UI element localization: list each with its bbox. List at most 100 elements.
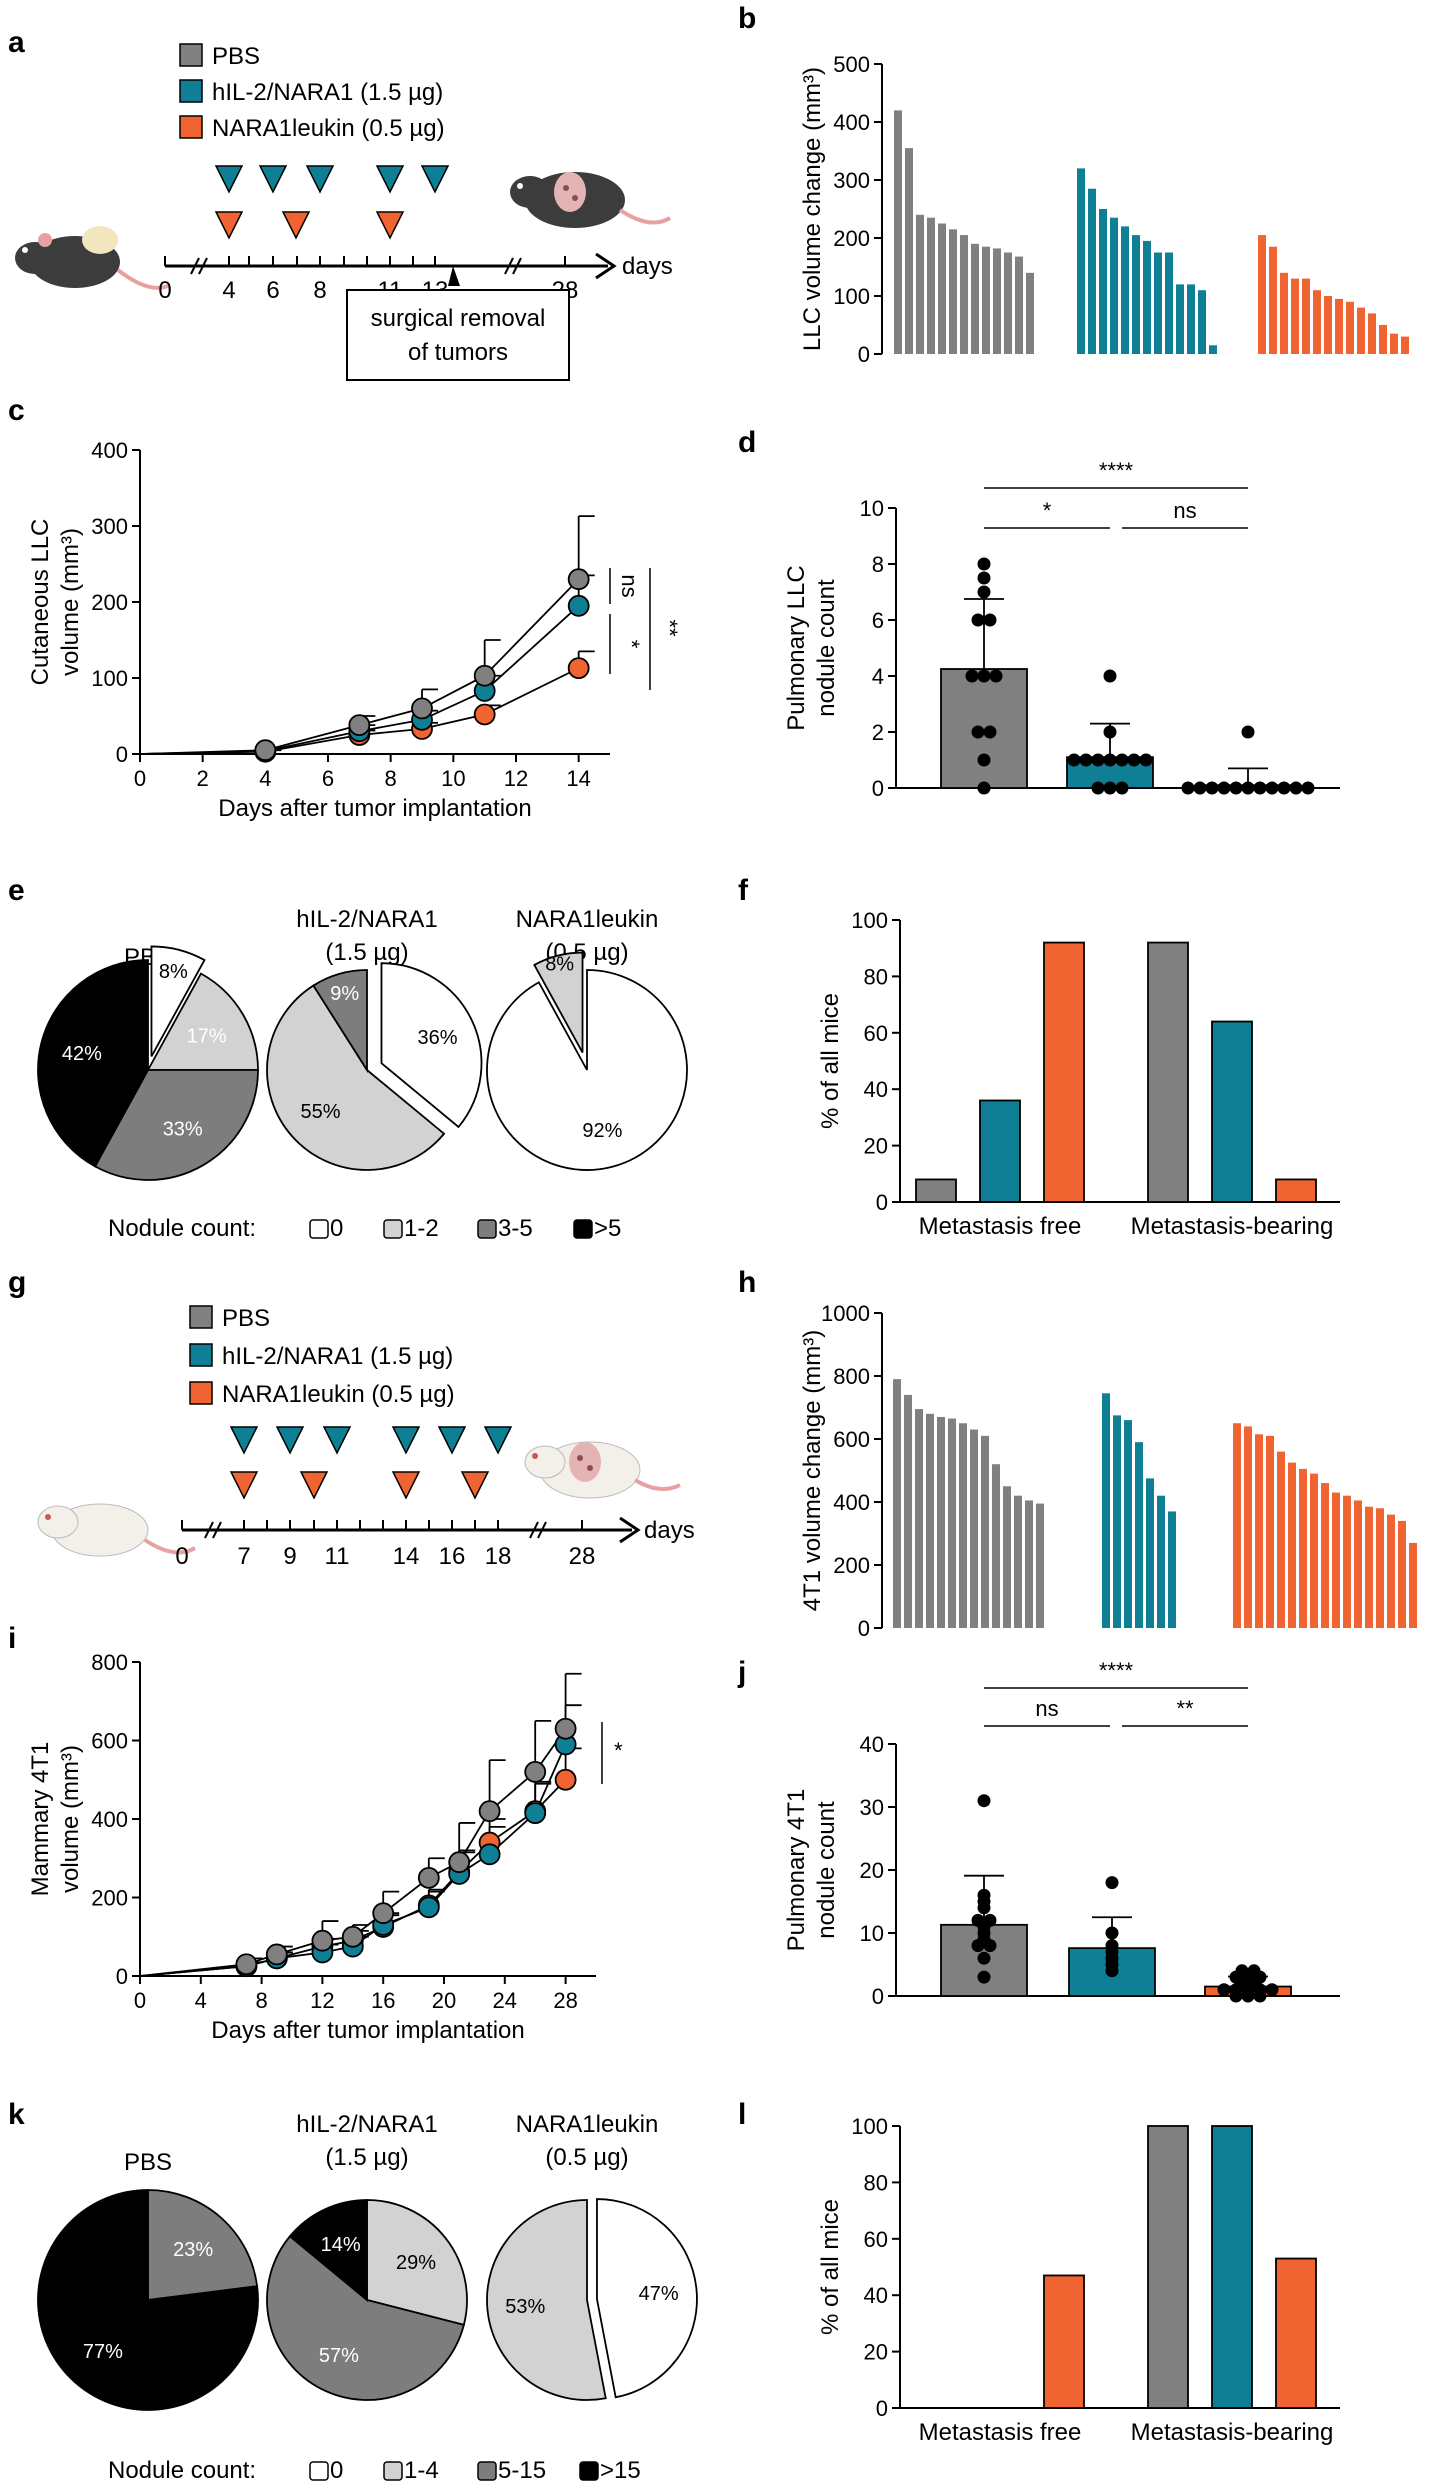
bar-pbs [938,223,946,354]
y-axis-title: Cutaneous LLC [27,519,54,686]
y-axis-title: Pulmonary 4T1 [783,1789,810,1952]
y-tick-label: 400 [91,438,128,463]
data-point [977,781,991,795]
y-tick-label: 80 [864,964,888,989]
timeline-tick: 28 [569,1543,596,1570]
white-mouse-icon [37,1503,197,1557]
data-point-hil-2-nara1 [417,1896,440,1919]
dose-markers [214,165,450,240]
nodule-legend-item: >5 [594,1215,621,1242]
x-tick-label: 28 [553,1988,577,2013]
data-point [1091,781,1105,795]
dose-markers [229,1426,513,1500]
bar-pbs [915,1409,923,1628]
data-point [1115,753,1129,767]
pie-title-hil2-dose: (1.5 µg) [325,2144,408,2171]
data-point-pbs [473,664,496,687]
pie-slice-1-4 [366,2199,468,2326]
legend-label-pbs: PBS [212,43,260,70]
pie-slice-label: 23% [173,2239,213,2261]
data-point [1127,753,1141,767]
bar-hil-2-nara1 [1165,252,1173,354]
surgery-marker-icon [448,266,460,286]
timeline-arrow-icon [595,252,617,280]
y-tick-label: 100 [91,666,128,691]
bar-nara1leukin [1401,336,1409,354]
pie-title-pbs: PBS [124,2149,172,2176]
data-point [1115,781,1129,795]
panel-label-d: d [738,426,756,459]
data-point-hil-2-nara1 [567,594,590,617]
bar-nara1leukin [1280,272,1288,354]
pie-slice-5-15 [147,2189,259,2302]
timeline-tick: 9 [283,1543,296,1570]
bar-pbs [971,243,979,354]
nodule-legend-item: >15 [600,2457,641,2484]
mouse-with-lungs-icon [510,172,672,228]
legend-swatch-nara [179,115,203,139]
data-point-pbs [448,1851,471,1874]
data-point [1235,1964,1249,1978]
panel-label-i: i [8,1622,16,1655]
data-point [1253,781,1267,795]
bar-hil-2-nara1 [1099,209,1107,354]
bar-pbs [893,1379,901,1628]
bar-nara1leukin [1258,235,1266,354]
y-tick-label: 400 [91,1807,128,1832]
bar-pbs [1026,272,1034,354]
panel-label-g: g [8,1266,26,1299]
y-tick-label: 40 [864,1077,888,1102]
data-point [971,725,985,739]
bar-nara1leukin [1387,1514,1395,1628]
x-tick-label: 2 [197,766,209,791]
bar-nara1leukin [1288,1462,1296,1628]
bar-nara1leukin [1275,2257,1317,2409]
y-tick-label: 400 [833,1490,870,1515]
bar-pbs [1147,941,1189,1203]
data-point [983,613,997,627]
nodule-legend-title: Nodule count: [108,2457,256,2484]
y-tick-label: 200 [91,1886,128,1911]
x-tick-label: 6 [322,766,334,791]
pie-slice-label: 29% [396,2252,436,2274]
data-point [977,1794,991,1808]
nodule-legend-item: 0 [330,2457,343,2484]
data-point [977,669,991,683]
pie-slice-label: 77% [83,2341,123,2363]
y-tick-label: 300 [833,168,870,193]
sig-label: ns [1173,498,1196,523]
y-tick-label: 200 [91,590,128,615]
bar-hil-2-nara1 [1102,1393,1110,1628]
y-tick-label: 0 [116,742,128,767]
bar-pbs [904,1394,912,1628]
panel-label-j: j [737,1656,746,1689]
bar-pbs [992,1464,1000,1628]
bar-nara1leukin [1244,1426,1252,1628]
data-point [1105,1939,1119,1953]
legend-label-nara: NARA1leukin (0.5 µg) [212,115,445,142]
white-mouse-with-lungs-icon [524,1441,681,1499]
y-tick-label: 600 [91,1729,128,1754]
sig-label: ** [657,619,682,637]
pie-slice-label: 17% [187,1025,227,1047]
nodule-legend-item: 1-2 [404,1215,439,1242]
y-axis-title: % of all mice [817,2199,844,2335]
y-tick-label: 100 [833,284,870,309]
bar-nara1leukin [1357,307,1365,354]
data-point [977,585,991,599]
nodule-legend-item: 1-4 [404,2457,439,2484]
panel-label-l: l [738,2098,746,2131]
pie-slice-gt15 [37,2189,259,2411]
y-tick-label: 0 [876,1190,888,1215]
mouse-icon [15,226,171,290]
bar-nara1leukin [1346,301,1354,354]
bar-hil-2-nara1 [1110,217,1118,354]
legend-swatch-nara [189,1381,213,1405]
panel-label-f: f [738,874,749,907]
x-tick-label: 24 [493,1988,517,2013]
timeline-axis-label: days [622,253,673,280]
data-point-pbs [417,1866,440,1889]
bar-hil-2-nara1 [1146,1478,1154,1628]
data-point-pbs [554,1717,577,1740]
